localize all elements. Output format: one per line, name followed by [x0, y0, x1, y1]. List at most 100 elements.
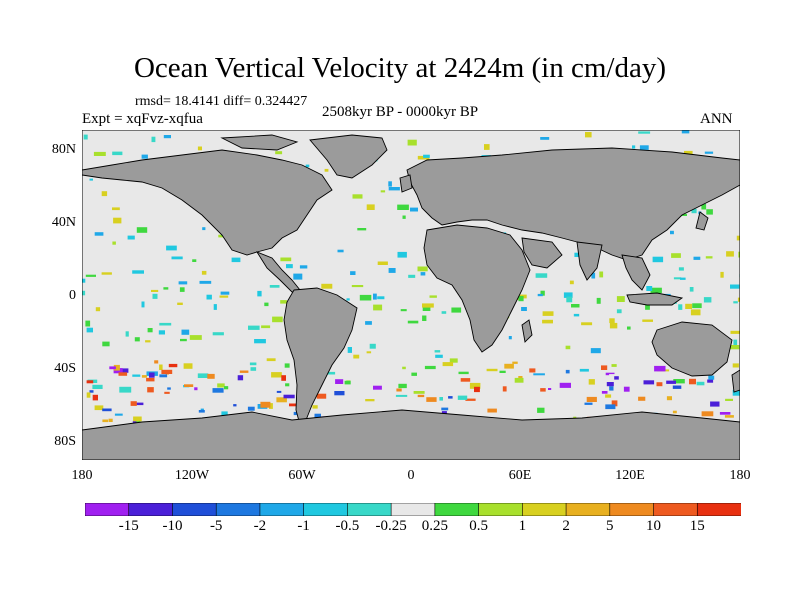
field-cell [579, 368, 589, 372]
field-cell [101, 272, 112, 275]
field-cell [423, 154, 430, 158]
field-cell [212, 332, 224, 336]
colorbar-swatch [609, 503, 655, 516]
field-cell [83, 134, 88, 140]
field-cell [585, 132, 592, 138]
field-cell [643, 380, 655, 385]
colorbar-swatch [434, 503, 480, 516]
field-cell [92, 384, 103, 389]
field-cell [168, 363, 178, 368]
field-cell [616, 309, 622, 314]
australia [651, 321, 733, 377]
field-cell [586, 396, 597, 402]
field-cell [253, 409, 263, 414]
north-america [82, 149, 333, 256]
field-cell [281, 375, 286, 381]
field-cell [590, 348, 601, 354]
field-cell [380, 190, 386, 193]
colorbar-swatch [696, 503, 741, 516]
field-cell [542, 319, 553, 324]
colorbar-swatch [128, 503, 174, 516]
colorbar-swatch [565, 503, 611, 516]
field-cell [499, 370, 506, 373]
field-cell [212, 388, 224, 393]
field-cell [94, 405, 104, 411]
field-cell [217, 383, 225, 388]
field-cell [573, 416, 577, 419]
field-cell [710, 401, 720, 407]
field-cell [533, 373, 545, 376]
field-cell [151, 289, 159, 292]
field-cell [167, 387, 171, 390]
field-cell [458, 371, 469, 375]
field-cell [484, 144, 490, 150]
field-cell [689, 378, 696, 385]
colorbar-label: 0.5 [469, 518, 488, 534]
colorbar-swatch [85, 503, 130, 516]
field-cell [381, 378, 391, 384]
field-cell [508, 336, 512, 340]
field-cell [737, 297, 740, 302]
japan [695, 211, 709, 231]
field-cell [730, 284, 740, 289]
field-cell [609, 386, 614, 391]
field-cell [656, 382, 663, 387]
field-cell [207, 373, 215, 379]
field-cell [654, 365, 666, 372]
field-cell [638, 396, 646, 401]
field-cell [540, 388, 546, 392]
field-cell [314, 413, 321, 420]
field-cell [86, 327, 93, 333]
field-cell [605, 404, 616, 410]
field-cell [584, 402, 593, 405]
colorbar-label: 10 [646, 518, 662, 534]
field-cell [645, 304, 650, 310]
field-cell [261, 325, 271, 329]
field-cell [565, 369, 570, 374]
field-cell [646, 286, 653, 291]
field-cell [233, 404, 237, 407]
colorbar-label: 2 [562, 518, 570, 534]
field-cell [132, 270, 144, 274]
field-cell [529, 368, 536, 373]
field-cell [220, 291, 230, 295]
field-cell [434, 350, 441, 353]
field-cell [435, 354, 443, 358]
field-cell [199, 280, 212, 284]
field-cell [666, 396, 672, 401]
field-cell [504, 363, 514, 369]
field-cell [601, 391, 608, 394]
field-cell [559, 382, 571, 388]
greenland [309, 134, 388, 179]
lon-tick: 60E [508, 468, 532, 483]
field-cell [127, 235, 135, 240]
field-cell [179, 287, 185, 292]
field-cell [417, 266, 428, 272]
field-cell [701, 411, 714, 417]
field-cell [701, 204, 707, 210]
field-cell [353, 354, 360, 359]
field-cell [305, 164, 310, 168]
lat-tick: 0 [69, 288, 76, 303]
field-cell [422, 303, 434, 308]
field-cell [276, 397, 287, 403]
field-cell [141, 375, 147, 378]
field-cell [733, 301, 738, 304]
field-cell [286, 264, 293, 269]
chart-title: Ocean Vertical Velocity at 2424m (in cm/… [133, 52, 667, 84]
field-cell [410, 207, 418, 212]
field-cell [422, 315, 427, 321]
field-cell [249, 362, 257, 366]
field-cell [678, 304, 683, 310]
colorbar-swatch [390, 503, 436, 516]
field-cell [680, 277, 686, 280]
field-cell [441, 311, 447, 314]
field-cell [388, 181, 392, 187]
field-cell [397, 251, 407, 258]
field-cell [112, 241, 116, 245]
se-asia [621, 254, 651, 291]
field-cell [650, 287, 662, 294]
field-cell [581, 322, 593, 326]
field-cell [178, 281, 188, 285]
field-cell [89, 390, 94, 393]
